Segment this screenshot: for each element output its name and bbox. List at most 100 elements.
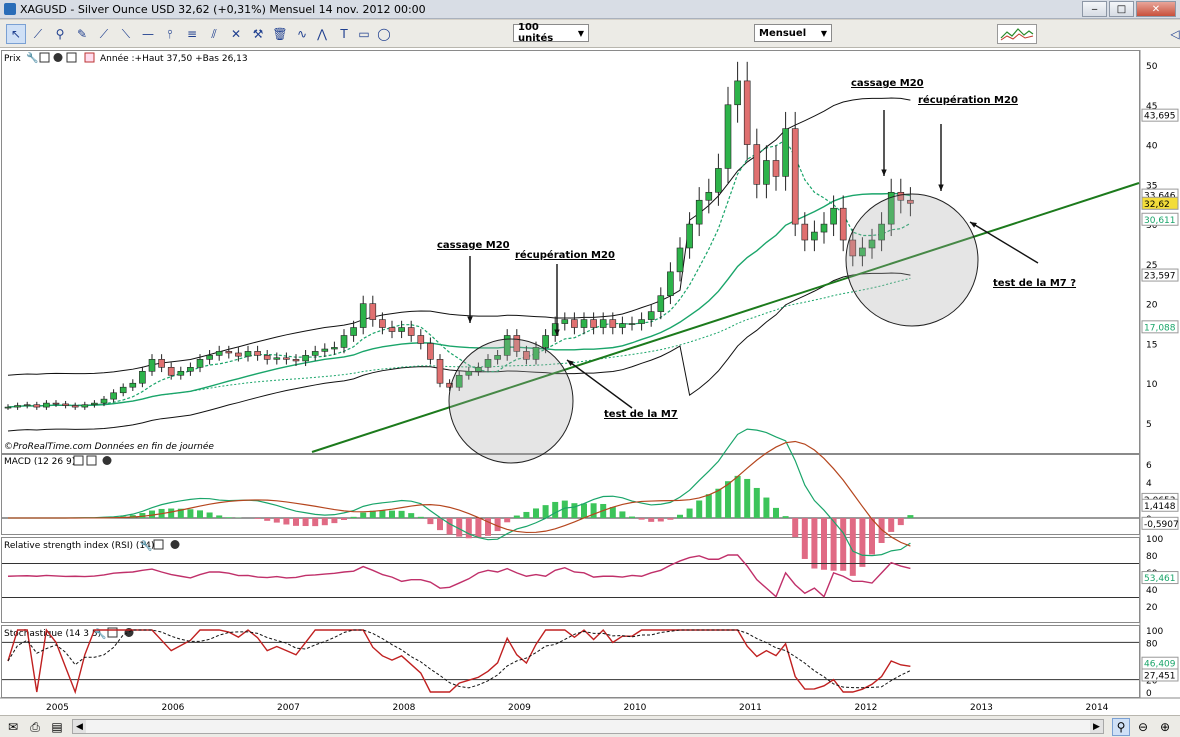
scroll-right-icon[interactable]: ▶: [1090, 720, 1103, 733]
horizontal-scrollbar[interactable]: ◀ ▶: [72, 719, 1104, 734]
candle-body: [695, 199, 703, 225]
indicator-chart-icon[interactable]: [997, 24, 1037, 44]
close-button[interactable]: ✕: [1136, 1, 1176, 17]
candle-body: [887, 191, 895, 225]
window-icon[interactable]: [153, 539, 164, 550]
window-icon[interactable]: [39, 52, 50, 63]
window-icon[interactable]: [86, 455, 97, 466]
channel-icon[interactable]: ⫽: [211, 26, 217, 41]
chart-svg[interactable]: Prix 🔧 Année :+Haut 37,50 +Bas 26,13 ©Pr…: [0, 48, 1180, 715]
trendline-icon[interactable]: ⟋: [99, 26, 109, 41]
candle-body: [542, 335, 549, 348]
price-y-tick: 35: [1146, 181, 1157, 191]
annotation-arrowhead: [970, 222, 977, 228]
close-panel-icon[interactable]: [53, 53, 63, 62]
candle-body: [388, 327, 396, 332]
rsi-y-tick: 40: [1146, 586, 1158, 596]
candle-body: [551, 323, 559, 336]
printer-icon[interactable]: ⎙: [30, 719, 40, 734]
macd-histogram-bar: [168, 508, 175, 518]
zigzag-icon[interactable]: ⋀: [317, 27, 327, 41]
period-select[interactable]: Mensuel ▼: [754, 24, 832, 42]
macd-histogram-bar: [283, 518, 290, 525]
candle-body: [158, 359, 165, 368]
ellipse-icon[interactable]: ◯: [377, 27, 391, 41]
x-axis-year-label: 2008: [393, 703, 416, 713]
crossed-tools-icon[interactable]: ✕: [230, 27, 242, 41]
price-panel-frame: [1, 50, 1140, 454]
candle-body: [849, 239, 857, 257]
wrench-icon[interactable]: 🔧: [94, 627, 106, 640]
scroll-left-icon[interactable]: ◀: [73, 720, 86, 733]
candle-body: [907, 199, 914, 204]
units-select[interactable]: 100 unités ▼: [513, 22, 589, 44]
rsi-panel-frame: [1, 537, 1140, 623]
panel-tool-icons[interactable]: 🔧: [26, 51, 95, 64]
bollinger-lower-line: [7, 272, 911, 432]
close-panel-icon[interactable]: [102, 456, 112, 465]
draw-pencil-icon[interactable]: ✎: [76, 27, 88, 41]
x-axis-year-label: 2011: [739, 703, 762, 713]
price-marker-label: 43,695: [1144, 112, 1176, 122]
hammer-icon[interactable]: ⚒: [252, 27, 264, 41]
text-icon[interactable]: T: [340, 27, 348, 41]
properties-icon[interactable]: [73, 455, 84, 466]
price-panel-title: Prix: [4, 54, 21, 64]
annotation-arrowhead: [881, 169, 887, 176]
wrench-icon[interactable]: 🔧: [26, 51, 38, 64]
wrench-icon[interactable]: 🔧: [140, 539, 152, 552]
price-marker-label: 33,646: [1144, 192, 1176, 202]
zoom-out-icon[interactable]: ⊖: [1137, 720, 1149, 734]
window-icon[interactable]: [107, 627, 118, 638]
macd-histogram-bar: [389, 510, 395, 518]
macd-histogram-bar: [187, 509, 194, 518]
properties-icon[interactable]: [66, 52, 77, 63]
macd-histogram-bar: [293, 518, 299, 526]
minimize-button[interactable]: ‒: [1082, 1, 1107, 17]
fibonacci-icon[interactable]: ≡: [186, 27, 198, 41]
trash-icon[interactable]: 🗑: [272, 27, 288, 41]
candle-body: [340, 335, 348, 348]
macd-histogram-bar: [878, 518, 885, 543]
macd-histogram-bar: [734, 475, 741, 518]
macd-histogram-bar: [341, 518, 347, 520]
zoom-fit-icon[interactable]: ⚲: [1112, 718, 1130, 736]
ruler-icon[interactable]: ⟋: [33, 26, 43, 41]
macd-marker-box: [1141, 498, 1179, 512]
candle-body: [4, 406, 12, 409]
vertical-line-icon[interactable]: ⫯: [167, 26, 173, 41]
ma20-line: [7, 192, 911, 408]
candle-body: [705, 191, 713, 201]
macd-histogram-bar: [619, 511, 626, 518]
candle-body: [590, 319, 597, 328]
x-axis-area: [0, 698, 1180, 715]
add-indicator-icon[interactable]: [84, 52, 95, 63]
x-axis-year-label: 2007: [277, 703, 300, 713]
candle-body: [177, 370, 185, 376]
close-panel-icon[interactable]: [170, 540, 180, 549]
zoom-icon[interactable]: ⚲: [55, 27, 65, 41]
annotation-arrowhead: [567, 360, 574, 367]
candle-body: [62, 403, 69, 406]
macd-histogram-bar: [321, 518, 328, 526]
panel-toggle-icon[interactable]: ◁: [1170, 27, 1180, 41]
annotation-label: récupération M20: [515, 249, 615, 261]
curve-fit-icon[interactable]: ∿: [296, 27, 308, 41]
units-select-value: 100 unités: [518, 22, 554, 44]
properties-icon[interactable]: ▤: [51, 720, 63, 734]
horizontal-line-icon[interactable]: —: [142, 27, 154, 41]
x-axis-year-label: 2014: [1086, 703, 1109, 713]
line-segment-icon[interactable]: ⟍: [121, 26, 131, 41]
app-logo-icon: [4, 3, 16, 15]
zoom-in-icon[interactable]: ⊕: [1159, 720, 1171, 734]
envelope-icon[interactable]: ✉: [7, 720, 19, 734]
macd-marker-box: [1141, 516, 1179, 530]
candle-body: [292, 359, 300, 362]
maximize-button[interactable]: □: [1109, 1, 1134, 17]
cursor-arrow-icon[interactable]: ↖: [6, 24, 26, 44]
stoch-marker-label: 46,409: [1144, 660, 1176, 670]
candle-body: [52, 402, 60, 405]
candle-body: [513, 335, 521, 352]
candle-body: [715, 168, 722, 193]
rectangle-icon[interactable]: ▭: [358, 27, 370, 41]
